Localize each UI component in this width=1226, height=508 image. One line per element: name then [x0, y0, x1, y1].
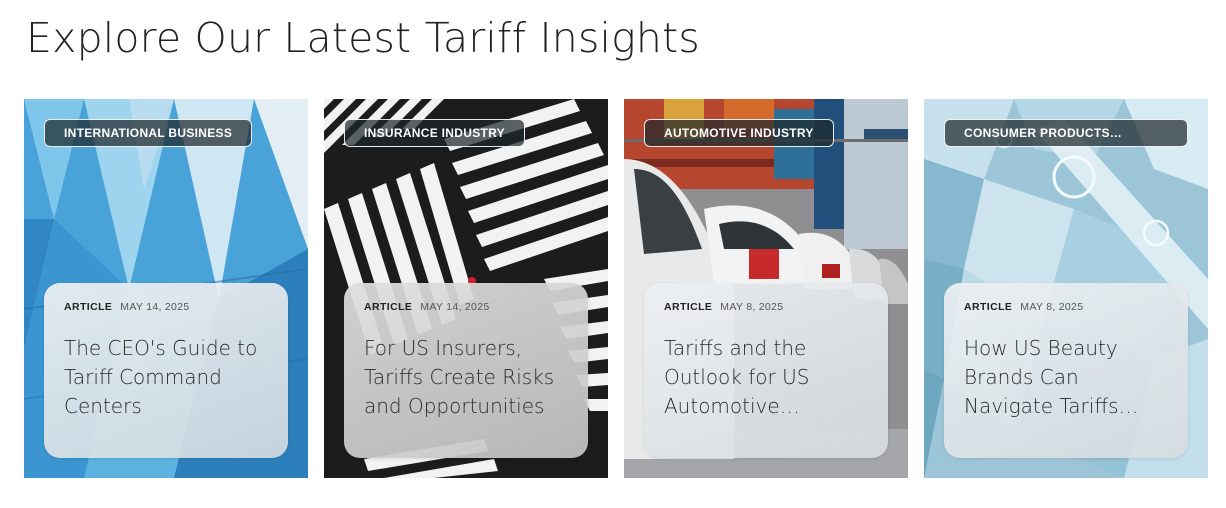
card-info-panel: ARTICLE MAY 8, 2025 Tariffs and the Outl…: [644, 283, 888, 458]
card-title-link[interactable]: How US Beauty Brands Can Navigate Tariff…: [964, 336, 1139, 418]
content-type-label: ARTICLE: [664, 301, 713, 313]
card-info-panel: ARTICLE MAY 14, 2025 The CEO's Guide to …: [44, 283, 288, 458]
card-title-link[interactable]: The CEO's Guide to Tariff Command Center…: [64, 336, 258, 418]
insight-card-us-automotive[interactable]: AUTOMOTIVE INDUSTRY ARTICLE MAY 8, 2025 …: [624, 99, 908, 478]
insight-card-us-beauty-brands[interactable]: CONSUMER PRODUCTS… ARTICLE MAY 8, 2025 H…: [924, 99, 1208, 478]
content-type-label: ARTICLE: [64, 301, 113, 313]
card-meta: ARTICLE MAY 8, 2025: [664, 301, 868, 313]
card-category-tag[interactable]: AUTOMOTIVE INDUSTRY: [644, 119, 834, 147]
publish-date: MAY 14, 2025: [120, 301, 190, 313]
publish-date: MAY 14, 2025: [420, 301, 490, 313]
card-category-tag[interactable]: CONSUMER PRODUCTS…: [944, 119, 1188, 147]
publish-date: MAY 8, 2025: [1020, 301, 1084, 313]
card-meta: ARTICLE MAY 14, 2025: [364, 301, 568, 313]
content-type-label: ARTICLE: [964, 301, 1013, 313]
card-meta: ARTICLE MAY 14, 2025: [64, 301, 268, 313]
card-info-panel: ARTICLE MAY 8, 2025 How US Beauty Brands…: [944, 283, 1188, 458]
card-category-tag[interactable]: INTERNATIONAL BUSINESS: [44, 119, 253, 147]
page-title: Explore Our Latest Tariff Insights: [26, 14, 700, 62]
card-info-panel: ARTICLE MAY 14, 2025 For US Insurers, Ta…: [344, 283, 588, 458]
insight-card-us-insurers[interactable]: INSURANCE INDUSTRY ARTICLE MAY 14, 2025 …: [324, 99, 608, 478]
insights-card-list: INTERNATIONAL BUSINESS ARTICLE MAY 14, 2…: [24, 99, 1208, 478]
card-category-tag[interactable]: INSURANCE INDUSTRY: [344, 119, 525, 147]
card-title-link[interactable]: For US Insurers, Tariffs Create Risks an…: [364, 336, 555, 418]
publish-date: MAY 8, 2025: [720, 301, 784, 313]
card-title-link[interactable]: Tariffs and the Outlook for US Automotiv…: [664, 336, 810, 418]
content-type-label: ARTICLE: [364, 301, 413, 313]
card-meta: ARTICLE MAY 8, 2025: [964, 301, 1168, 313]
insight-card-ceo-guide[interactable]: INTERNATIONAL BUSINESS ARTICLE MAY 14, 2…: [24, 99, 308, 478]
